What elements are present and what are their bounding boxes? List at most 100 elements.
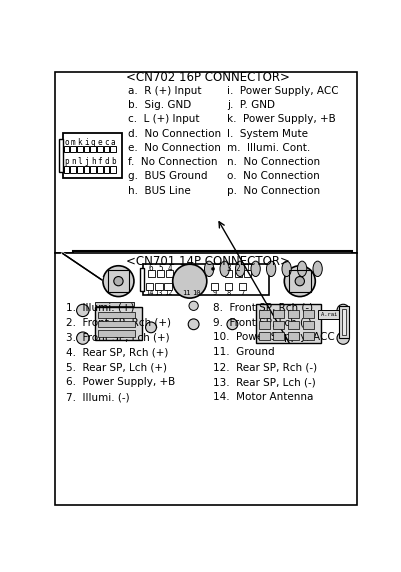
Bar [95,307,141,340]
Circle shape [113,276,123,286]
Text: b: b [111,157,115,165]
Bar [89,283,110,296]
Bar [73,255,87,299]
Text: a: a [111,138,115,147]
Text: c.  L (+) Input: c. L (+) Input [128,114,199,125]
Text: 9.  Front SP, Lch (-): 9. Front SP, Lch (-) [213,317,311,327]
Bar [345,263,347,298]
Circle shape [77,332,89,344]
Circle shape [336,304,348,316]
Bar [55,72,356,253]
Bar [89,271,110,281]
Bar [63,133,121,178]
Bar [209,283,215,298]
Bar [70,146,76,152]
Text: g.  BUS Ground: g. BUS Ground [128,172,207,181]
Bar [258,332,269,340]
Bar [70,166,76,173]
Bar [192,284,199,291]
Text: 2: 2 [235,264,239,273]
Bar [98,331,135,336]
Text: 6.  Power Supply, +B: 6. Power Supply, +B [66,378,174,387]
Bar [83,146,89,152]
Bar [59,140,63,172]
Text: g: g [91,138,95,147]
Ellipse shape [250,261,259,276]
Text: <CN702 16P CONNECTOR>: <CN702 16P CONNECTOR> [126,72,289,85]
Circle shape [284,266,314,296]
Bar [341,309,345,335]
Bar [333,263,335,298]
Text: o.  No Connection: o. No Connection [227,172,319,181]
Bar [97,146,102,152]
Bar [75,253,350,303]
Bar [97,166,102,173]
Bar [98,312,135,318]
Text: 5: 5 [158,264,162,273]
Text: 14.  Motor Antenna: 14. Motor Antenna [213,392,313,403]
Text: 4.  Rear SP, Rch (+): 4. Rear SP, Rch (+) [66,347,168,358]
Text: m: m [71,138,75,147]
Bar [64,146,69,152]
Text: 12: 12 [163,289,172,296]
Text: k.  Power Supply, +B: k. Power Supply, +B [227,114,335,125]
Bar [341,263,343,298]
Circle shape [145,322,156,333]
Bar [249,283,255,298]
Text: d: d [104,157,109,165]
Text: d.  No Connection: d. No Connection [128,129,220,138]
Text: h: h [91,157,95,165]
Text: o: o [64,138,69,147]
Ellipse shape [204,261,213,276]
Text: l: l [77,157,82,165]
Text: m.  Illumi. Cont.: m. Illumi. Cont. [227,143,310,153]
Bar [77,166,82,173]
Text: 12.  Rear SP, Rch (-): 12. Rear SP, Rch (-) [213,363,316,372]
Bar [234,271,241,277]
Circle shape [172,264,206,298]
Ellipse shape [235,261,244,276]
Ellipse shape [281,261,291,276]
Text: j.  P. GND: j. P. GND [227,100,274,110]
Bar [317,309,342,319]
Circle shape [336,332,348,344]
Text: 7.  Illumi. (-): 7. Illumi. (-) [66,392,129,403]
Bar [143,264,268,295]
Bar [238,284,246,291]
Bar [243,271,250,277]
Bar [255,304,321,343]
Text: 13.  Rear SP, Lch (-): 13. Rear SP, Lch (-) [213,378,315,387]
Bar [219,283,225,298]
Bar [225,271,232,277]
Text: 2.  Front SP, Rch (+): 2. Front SP, Rch (+) [66,317,170,327]
Text: c: c [104,138,109,147]
Bar [64,166,69,173]
Text: p.  No Connection: p. No Connection [227,186,319,196]
Bar [157,271,164,277]
Circle shape [188,319,198,329]
Text: l.  System Mute: l. System Mute [227,129,307,138]
Ellipse shape [219,261,229,276]
Bar [55,253,356,505]
Text: 8: 8 [226,289,230,296]
Bar [83,166,89,173]
Bar [103,166,109,173]
Bar [224,284,232,291]
Bar [288,271,310,292]
Text: 6: 6 [148,264,153,273]
Text: n.  No Connection: n. No Connection [227,157,319,167]
Circle shape [188,301,198,311]
Bar [103,146,109,152]
Text: n: n [71,157,75,165]
Text: i.  Power Supply, ACC: i. Power Supply, ACC [227,86,338,96]
Text: a.  R (+) Input: a. R (+) Input [128,86,201,96]
Bar [140,268,144,291]
Bar [75,301,350,346]
Ellipse shape [297,261,306,276]
Bar [288,332,298,340]
Bar [164,284,172,291]
Text: b.  Sig. GND: b. Sig. GND [128,100,190,110]
Circle shape [103,266,134,296]
Bar [182,284,190,291]
Text: p: p [64,157,69,165]
